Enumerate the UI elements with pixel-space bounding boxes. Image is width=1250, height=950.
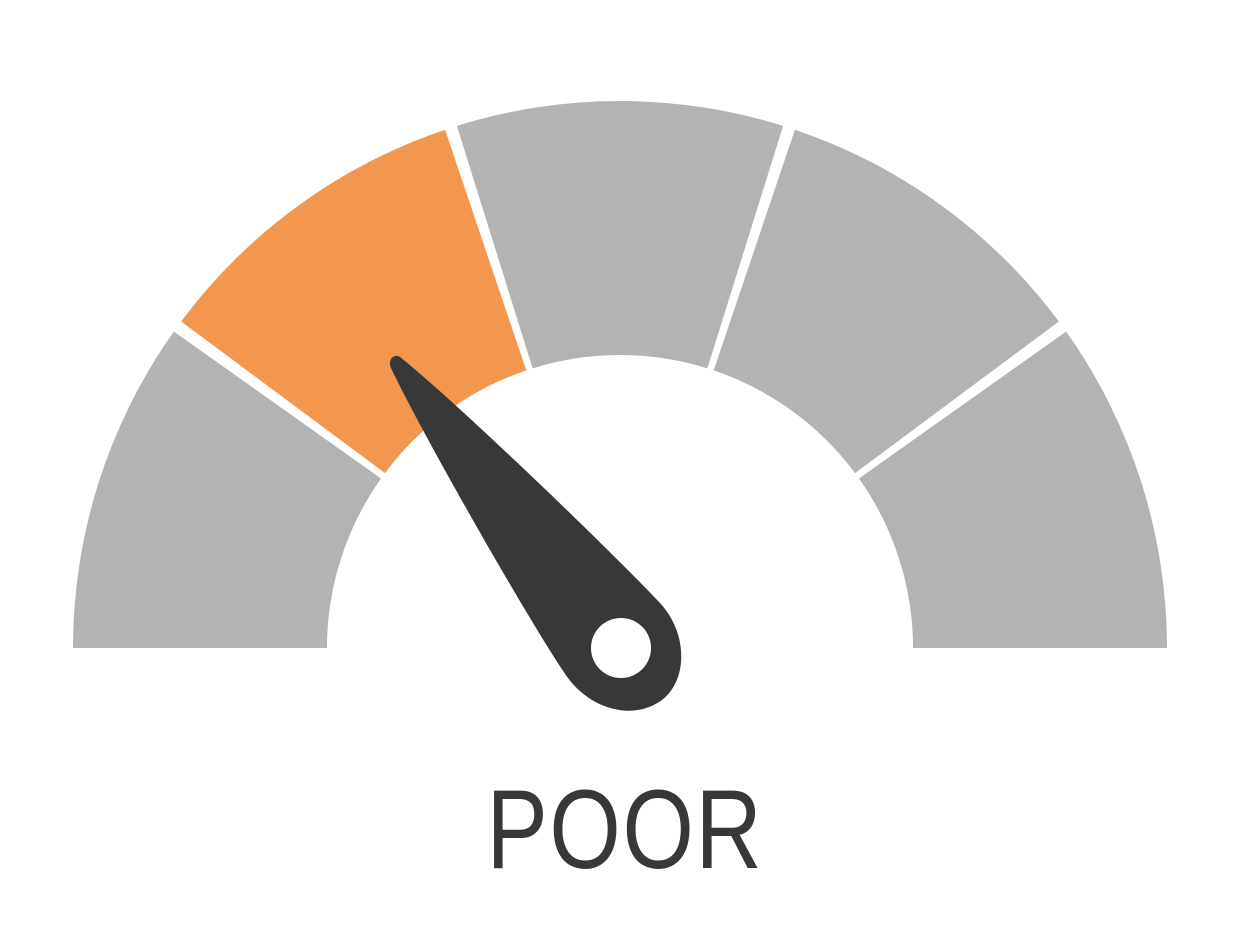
gauge-segments bbox=[73, 100, 1167, 648]
gauge-segment-4 bbox=[713, 129, 1059, 474]
needle-icon bbox=[389, 355, 682, 711]
gauge-segment-5 bbox=[858, 331, 1167, 648]
needle-hub-circle bbox=[591, 618, 651, 678]
gauge-segment-3 bbox=[456, 100, 784, 369]
gauge-segment-2 bbox=[181, 129, 527, 474]
gauge-segment-1 bbox=[73, 331, 382, 648]
rating-label: POOR bbox=[486, 767, 764, 892]
